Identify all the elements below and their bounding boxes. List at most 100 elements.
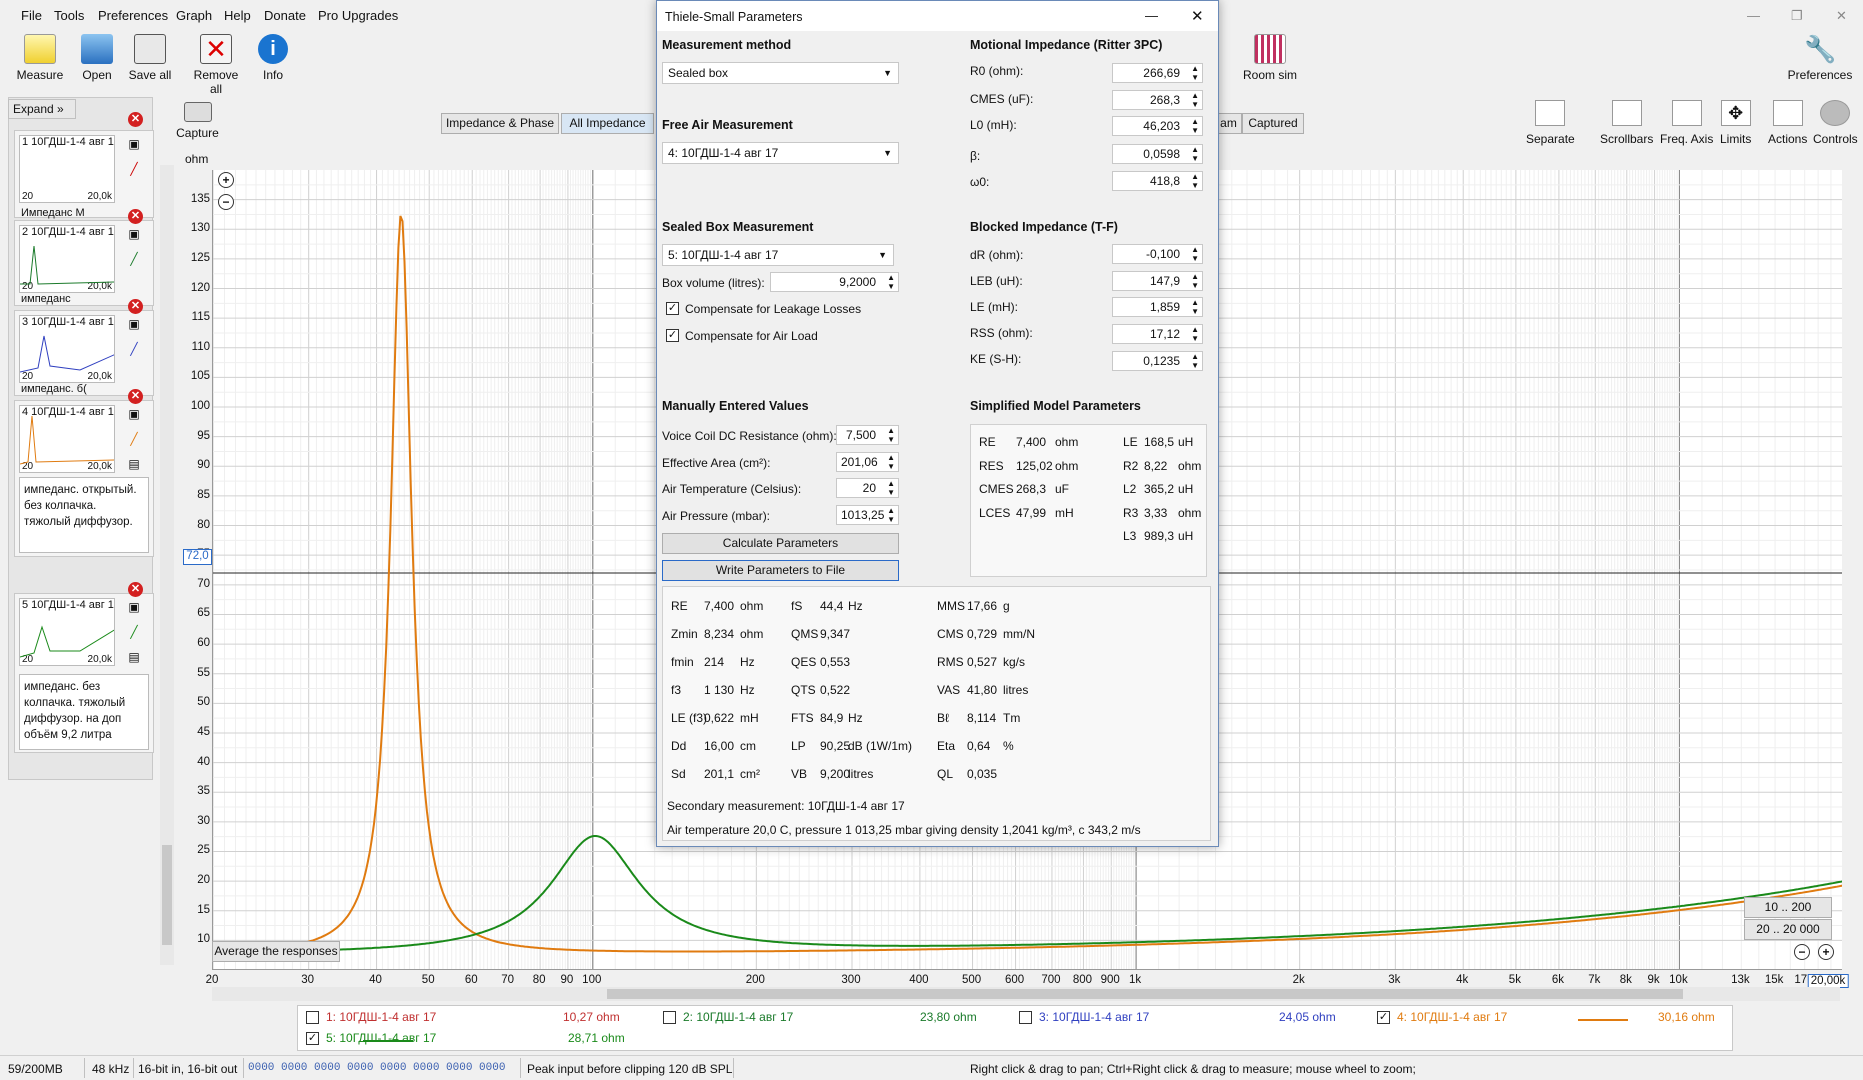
minimize-icon[interactable]: — [1145, 8, 1158, 23]
menu-preferences[interactable]: Preferences [98, 8, 169, 23]
close-icon[interactable]: ✕ [1191, 8, 1204, 25]
spinner-icon[interactable]: ▲ ▼ [1191, 272, 1199, 290]
dr-input[interactable]: -0,100 ▲ ▼ [1112, 244, 1203, 264]
write-params-button[interactable]: Write Parameters to File [662, 560, 899, 581]
spinner-icon[interactable]: ▲ ▼ [1191, 145, 1199, 163]
beta-input[interactable]: 0,0598 ▲ ▼ [1112, 144, 1203, 164]
measurement-card-2[interactable]: 2 10ГДШ-1-4 авг 1 20 20,0k импеданс ✕ [14, 209, 154, 306]
legend-checkbox[interactable] [306, 1011, 319, 1024]
w0-input[interactable]: 418,8 ▲ ▼ [1112, 171, 1203, 191]
menu-donate[interactable]: Donate [264, 8, 306, 23]
zoom-in-icon[interactable]: + [1818, 944, 1834, 960]
remove-icon[interactable]: ✕ [128, 299, 143, 314]
open-button[interactable]: Open [67, 34, 127, 82]
save-icon[interactable]: ▣ [128, 227, 140, 241]
tab-impedance-phase[interactable]: Impedance & Phase [441, 113, 559, 134]
zoom-out-icon[interactable]: − [1794, 944, 1810, 960]
limits-button[interactable]: ✥ Limits [1720, 100, 1751, 146]
notes-icon[interactable]: ▤ [128, 457, 140, 471]
save-icon[interactable]: ▣ [128, 600, 140, 614]
save-icon[interactable]: ▣ [128, 407, 140, 421]
legend-checkbox[interactable] [663, 1011, 676, 1024]
spinner-icon[interactable]: ▲ ▼ [1191, 172, 1199, 190]
spinner-icon[interactable]: ▲ ▼ [887, 453, 895, 471]
menu-pro-upgrades[interactable]: Pro Upgrades [318, 8, 399, 23]
ke-input[interactable]: 0,1235 ▲ ▼ [1112, 351, 1203, 371]
le-input[interactable]: 1,859 ▲ ▼ [1112, 297, 1203, 317]
sealed-box-select[interactable]: 5: 10ГДШ-1-4 авг 17 ▼ [662, 244, 894, 266]
area-input[interactable]: 201,06 ▲ ▼ [836, 452, 899, 472]
legend-checkbox[interactable]: ✓ [306, 1032, 319, 1045]
pressure-input[interactable]: 1013,25 ▲ ▼ [836, 505, 899, 525]
room-sim-button[interactable]: Room sim [1240, 34, 1300, 82]
pen-icon[interactable]: ╱ [130, 162, 138, 176]
vertical-scrollbar[interactable] [160, 165, 174, 965]
menu-help[interactable]: Help [224, 8, 251, 23]
pen-icon[interactable]: ╱ [130, 625, 138, 639]
spinner-icon[interactable]: ▲ ▼ [887, 506, 895, 524]
actions-button[interactable]: Actions [1768, 100, 1807, 146]
expand-button[interactable]: Expand » [8, 99, 76, 119]
remove-icon[interactable]: ✕ [128, 112, 143, 127]
pen-icon[interactable]: ╱ [130, 342, 138, 356]
range-10-200-button[interactable]: 10 .. 200 [1744, 897, 1832, 918]
zoom-in-icon[interactable]: + [218, 172, 234, 188]
controls-button[interactable]: Controls [1813, 100, 1858, 146]
temp-input[interactable]: 20 ▲ ▼ [836, 478, 899, 498]
spinner-icon[interactable]: ▲ ▼ [1191, 245, 1199, 263]
notes-text[interactable]: импеданс. открытый. без колпачка. тяжолы… [19, 477, 149, 553]
close-icon[interactable]: ✕ [1836, 8, 1847, 23]
pen-icon[interactable]: ╱ [130, 252, 138, 266]
scrollbar-thumb[interactable] [162, 845, 172, 945]
spinner-icon[interactable]: ▲ ▼ [1191, 64, 1199, 82]
freq-axis-button[interactable]: Freq. Axis [1660, 100, 1713, 146]
capture-button[interactable]: Capture [170, 102, 225, 140]
spinner-icon[interactable]: ▲ ▼ [1191, 352, 1199, 370]
cmes-input[interactable]: 268,3 ▲ ▼ [1112, 90, 1203, 110]
average-responses-button[interactable]: Average the responses [212, 941, 340, 962]
pen-icon[interactable]: ╱ [130, 432, 138, 446]
measurement-card-3[interactable]: 3 10ГДШ-1-4 авг 1 20 20,0k импеданс. б( ✕ [14, 299, 154, 396]
remove-all-button[interactable]: ✕ Remove all [193, 34, 239, 96]
save-icon[interactable]: ▣ [128, 317, 140, 331]
tab-hidden[interactable]: am [1215, 113, 1242, 134]
menu-graph[interactable]: Graph [176, 8, 213, 23]
remove-icon[interactable]: ✕ [128, 209, 143, 224]
info-button[interactable]: i Info [243, 34, 303, 82]
save-all-button[interactable]: Save all [120, 34, 180, 82]
measurement-card-5[interactable]: 5 10ГДШ-1-4 авг 1 20 20,0k импеданс. без к… [14, 582, 154, 753]
legend-checkbox[interactable] [1019, 1011, 1032, 1024]
preferences-button[interactable]: 🔧 Preferences [1787, 34, 1853, 82]
separate-button[interactable]: Separate [1526, 100, 1575, 146]
box-volume-input[interactable]: 9,2000 ▲ ▼ [770, 272, 899, 292]
maximize-icon[interactable]: ❐ [1791, 8, 1803, 23]
spinner-icon[interactable]: ▲ ▼ [1191, 325, 1199, 343]
tab-captured[interactable]: Captured [1242, 113, 1304, 134]
vc-input[interactable]: 7,500 ▲ ▼ [836, 425, 899, 445]
horizontal-scrollbar[interactable] [212, 987, 1840, 1001]
airload-checkbox[interactable]: ✓ [666, 329, 679, 342]
save-icon[interactable]: ▣ [128, 137, 140, 151]
measure-button[interactable]: Measure [10, 34, 70, 82]
rss-input[interactable]: 17,12 ▲ ▼ [1112, 324, 1203, 344]
l0-input[interactable]: 46,203 ▲ ▼ [1112, 116, 1203, 136]
free-air-select[interactable]: 4: 10ГДШ-1-4 авг 17 ▼ [662, 142, 899, 164]
notes-text[interactable]: импеданс. без колпачка. тяжолый диффузор… [19, 674, 149, 750]
minimize-icon[interactable]: — [1747, 8, 1760, 23]
spinner-icon[interactable]: ▲ ▼ [1191, 91, 1199, 109]
scrollbar-thumb[interactable] [607, 989, 1683, 999]
remove-icon[interactable]: ✕ [128, 582, 143, 597]
remove-icon[interactable]: ✕ [128, 389, 143, 404]
spinner-icon[interactable]: ▲ ▼ [887, 273, 895, 291]
measurement-card-1[interactable]: 1 10ГДШ-1-4 авг 1 20 20,0k Импеданс М ✕ [14, 112, 154, 219]
spinner-icon[interactable]: ▲ ▼ [887, 426, 895, 444]
spinner-icon[interactable]: ▲ ▼ [887, 479, 895, 497]
scrollbars-button[interactable]: Scrollbars [1600, 100, 1653, 146]
range-20-20000-button[interactable]: 20 .. 20 000 [1744, 919, 1832, 940]
notes-icon[interactable]: ▤ [128, 650, 140, 664]
leb-input[interactable]: 147,9 ▲ ▼ [1112, 271, 1203, 291]
zoom-out-icon[interactable]: − [218, 194, 234, 210]
leakage-checkbox[interactable]: ✓ [666, 302, 679, 315]
menu-tools[interactable]: Tools [54, 8, 85, 23]
measurement-card-4[interactable]: 4 10ГДШ-1-4 авг 1 20 20,0k импеданс. откры… [14, 389, 154, 557]
